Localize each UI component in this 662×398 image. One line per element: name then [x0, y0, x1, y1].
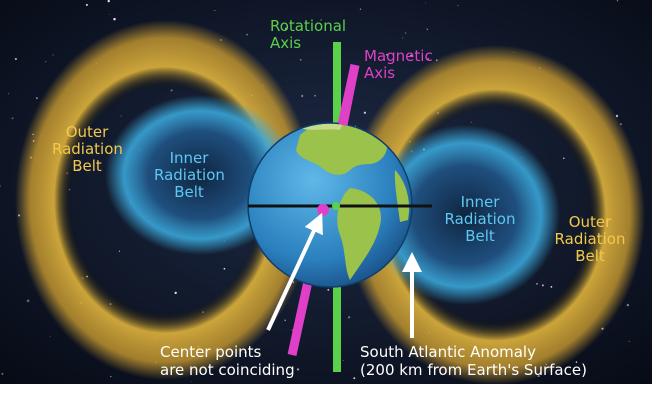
star: [26, 299, 30, 303]
star: [190, 381, 192, 382]
outer-belt-left-line3: Belt: [72, 157, 102, 175]
south-atlantic-caption-line2: (200 km from Earth's Surface): [360, 361, 587, 379]
star: [11, 117, 14, 120]
outer-belt-left-line2: Radiation: [52, 140, 123, 158]
star: [0, 185, 1, 187]
star: [314, 94, 316, 97]
center-points-caption-line1: Center points: [160, 343, 262, 361]
star: [320, 19, 322, 21]
star: [426, 28, 429, 31]
star: [424, 2, 426, 4]
star: [409, 54, 413, 58]
star: [347, 316, 351, 319]
star: [14, 57, 17, 61]
star: [457, 5, 459, 7]
star: [359, 8, 362, 10]
star: [299, 58, 302, 61]
rotational-axis-label-line2: Axis: [270, 34, 302, 52]
star: [427, 57, 430, 60]
magnetic-axis-label-line2: Axis: [364, 64, 396, 82]
star: [402, 37, 404, 39]
star: [284, 27, 288, 31]
star: [107, 0, 110, 3]
star: [301, 94, 304, 98]
star: [296, 368, 300, 371]
center-points-arrow: [266, 212, 323, 331]
center-points-caption-line2: are not coinciding: [160, 361, 295, 379]
outer-belt-right-line2: Radiation: [554, 230, 626, 248]
star: [628, 340, 630, 342]
star: [575, 361, 578, 363]
inner-belt-right-line1: Inner: [460, 193, 500, 211]
inner-belt-right-line3: Belt: [465, 227, 495, 245]
rotational-axis-label-line1: Rotational: [270, 17, 347, 35]
star: [214, 10, 216, 11]
bottom-border: [0, 384, 662, 398]
star: [386, 53, 389, 56]
star: [404, 32, 407, 34]
outer-belt-right-label: Outer Radiation Belt: [550, 214, 630, 265]
inner-belt-right-label: Inner Radiation Belt: [438, 194, 522, 245]
magnetic-center-point: [317, 204, 329, 216]
outer-belt-left-line1: Outer: [65, 123, 109, 141]
star: [327, 288, 330, 291]
inner-belt-left-line1: Inner: [169, 149, 209, 167]
star: [342, 359, 344, 361]
inner-belt-left-line2: Radiation: [154, 166, 225, 184]
star: [109, 13, 111, 15]
center-points-caption: Center points are not coinciding: [160, 343, 295, 379]
star: [113, 17, 116, 21]
star: [616, 0, 619, 2]
star: [45, 61, 47, 63]
south-atlantic-caption-line1: South Atlantic Anomaly: [360, 343, 536, 361]
star: [36, 97, 38, 99]
star: [52, 54, 54, 56]
star: [284, 319, 287, 322]
inner-belt-left-label: Inner Radiation Belt: [154, 149, 225, 201]
rotational-axis-label: Rotational Axis: [270, 18, 346, 52]
star: [110, 375, 112, 378]
star: [626, 303, 630, 307]
star: [49, 336, 51, 338]
outer-belt-right-line1: Outer: [568, 213, 612, 231]
star: [85, 3, 88, 6]
star: [353, 377, 356, 380]
magnetic-axis-label: Magnetic Axis: [364, 48, 433, 82]
outer-belt-left-label: Outer Radiation Belt: [52, 123, 123, 175]
star: [363, 111, 367, 114]
star: [1, 372, 4, 375]
inner-belt-right-line2: Radiation: [444, 210, 516, 228]
magnetic-axis-upper: [338, 64, 360, 126]
magnetic-axis-label-line1: Magnetic: [364, 47, 433, 65]
rotational-center-point: [332, 202, 340, 210]
right-border: [652, 0, 662, 398]
south-atlantic-caption: South Atlantic Anomaly (200 km from Eart…: [360, 343, 587, 379]
star: [246, 33, 248, 36]
outer-belt-right-line3: Belt: [575, 247, 605, 265]
inner-belt-left: [105, 95, 295, 255]
star: [8, 93, 10, 95]
inner-belt-left-line3: Belt: [174, 183, 204, 201]
